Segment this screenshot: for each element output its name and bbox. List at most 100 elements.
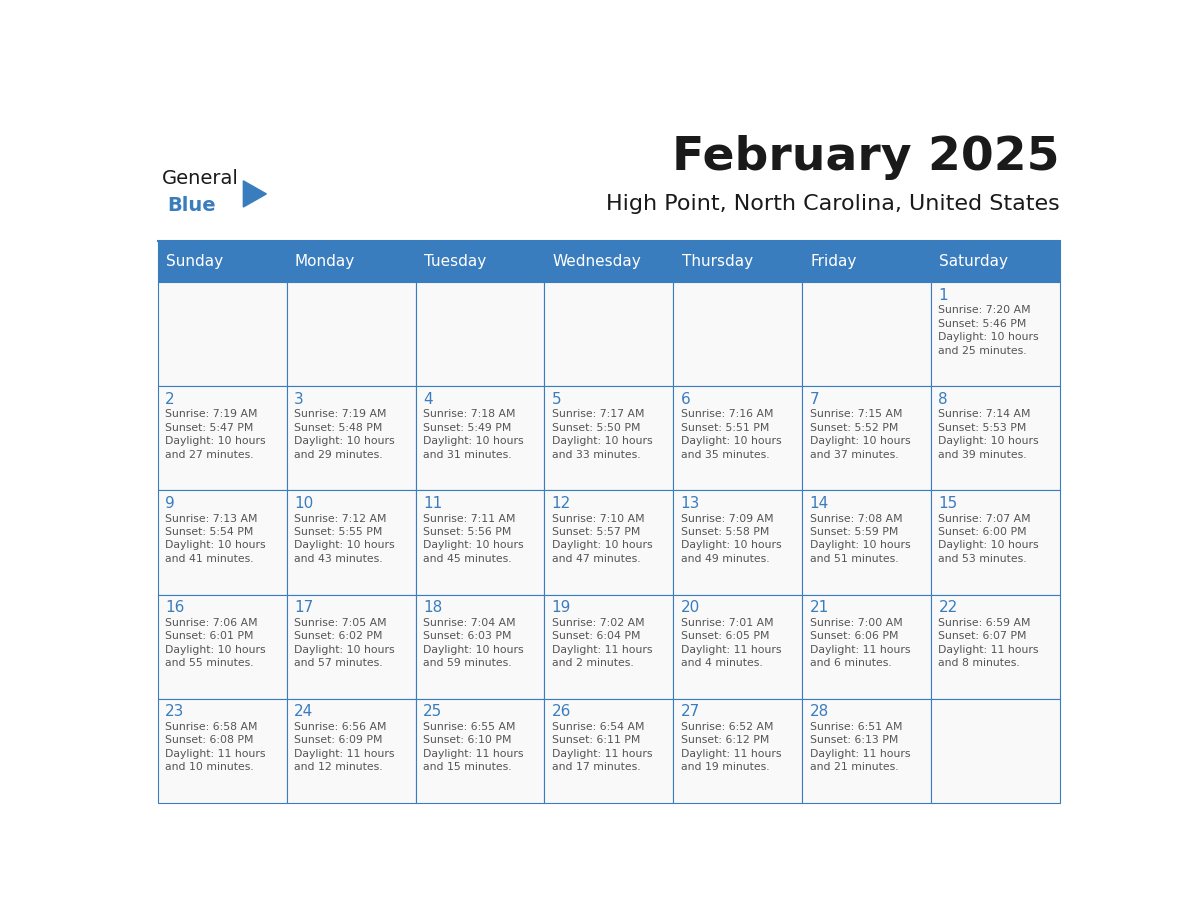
Text: 9: 9 [165,496,175,511]
Text: Daylight: 10 hours: Daylight: 10 hours [293,436,394,446]
Text: Sunrise: 7:09 AM: Sunrise: 7:09 AM [681,514,773,523]
Text: Sunset: 5:52 PM: Sunset: 5:52 PM [809,423,898,433]
Text: Daylight: 10 hours: Daylight: 10 hours [423,644,524,655]
Text: and 47 minutes.: and 47 minutes. [551,554,640,564]
Text: Daylight: 10 hours: Daylight: 10 hours [293,541,394,551]
Text: 15: 15 [939,496,958,511]
Text: Sunset: 5:48 PM: Sunset: 5:48 PM [293,423,383,433]
Text: Sunset: 6:04 PM: Sunset: 6:04 PM [551,632,640,642]
Text: Sunrise: 6:51 AM: Sunrise: 6:51 AM [809,722,902,732]
Text: 7: 7 [809,392,820,407]
Text: Sunset: 6:02 PM: Sunset: 6:02 PM [293,632,383,642]
Text: Thursday: Thursday [682,254,753,269]
Text: 21: 21 [809,600,829,615]
FancyBboxPatch shape [544,241,674,282]
Text: and 4 minutes.: and 4 minutes. [681,658,763,668]
Text: 20: 20 [681,600,700,615]
Text: and 41 minutes.: and 41 minutes. [165,554,254,564]
FancyBboxPatch shape [674,699,802,803]
Text: Sunrise: 7:08 AM: Sunrise: 7:08 AM [809,514,902,523]
Text: Sunrise: 7:11 AM: Sunrise: 7:11 AM [423,514,516,523]
Text: Daylight: 11 hours: Daylight: 11 hours [165,749,266,759]
FancyBboxPatch shape [802,595,931,699]
Text: 3: 3 [293,392,304,407]
Text: Daylight: 10 hours: Daylight: 10 hours [165,436,266,446]
FancyBboxPatch shape [158,241,286,282]
Text: and 57 minutes.: and 57 minutes. [293,658,383,668]
FancyBboxPatch shape [674,386,802,490]
FancyBboxPatch shape [286,699,416,803]
Text: Daylight: 11 hours: Daylight: 11 hours [551,749,652,759]
Text: 2: 2 [165,392,175,407]
Text: 6: 6 [681,392,690,407]
Text: Sunset: 5:53 PM: Sunset: 5:53 PM [939,423,1026,433]
Text: Sunset: 5:59 PM: Sunset: 5:59 PM [809,527,898,537]
Text: Sunrise: 7:15 AM: Sunrise: 7:15 AM [809,409,902,420]
Text: Sunrise: 6:59 AM: Sunrise: 6:59 AM [939,618,1031,628]
Text: Sunset: 5:55 PM: Sunset: 5:55 PM [293,527,383,537]
Text: and 51 minutes.: and 51 minutes. [809,554,898,564]
Text: Sunrise: 7:04 AM: Sunrise: 7:04 AM [423,618,516,628]
Text: Sunset: 5:46 PM: Sunset: 5:46 PM [939,319,1026,329]
Text: 13: 13 [681,496,700,511]
Text: Sunset: 5:58 PM: Sunset: 5:58 PM [681,527,769,537]
Text: and 25 minutes.: and 25 minutes. [939,345,1028,355]
FancyBboxPatch shape [931,595,1060,699]
Polygon shape [244,181,266,207]
Text: Daylight: 11 hours: Daylight: 11 hours [809,644,910,655]
Text: Daylight: 11 hours: Daylight: 11 hours [551,644,652,655]
Text: Sunrise: 6:52 AM: Sunrise: 6:52 AM [681,722,773,732]
Text: 24: 24 [293,704,314,720]
Text: and 33 minutes.: and 33 minutes. [551,450,640,460]
Text: Sunset: 5:47 PM: Sunset: 5:47 PM [165,423,253,433]
Text: Sunset: 6:03 PM: Sunset: 6:03 PM [423,632,511,642]
FancyBboxPatch shape [802,386,931,490]
Text: and 37 minutes.: and 37 minutes. [809,450,898,460]
Text: Sunrise: 7:01 AM: Sunrise: 7:01 AM [681,618,773,628]
FancyBboxPatch shape [416,282,544,386]
Text: High Point, North Carolina, United States: High Point, North Carolina, United State… [606,194,1060,214]
Text: Daylight: 10 hours: Daylight: 10 hours [681,541,782,551]
Text: Daylight: 10 hours: Daylight: 10 hours [939,541,1040,551]
Text: Sunset: 6:00 PM: Sunset: 6:00 PM [939,527,1028,537]
Text: 4: 4 [423,392,432,407]
Text: Sunset: 5:56 PM: Sunset: 5:56 PM [423,527,511,537]
Text: Sunrise: 6:56 AM: Sunrise: 6:56 AM [293,722,386,732]
Text: Daylight: 10 hours: Daylight: 10 hours [809,436,910,446]
Text: and 39 minutes.: and 39 minutes. [939,450,1028,460]
Text: 28: 28 [809,704,829,720]
FancyBboxPatch shape [674,490,802,595]
FancyBboxPatch shape [286,595,416,699]
Text: 25: 25 [423,704,442,720]
Text: Daylight: 10 hours: Daylight: 10 hours [939,332,1040,342]
Text: Sunrise: 7:06 AM: Sunrise: 7:06 AM [165,618,258,628]
Text: and 53 minutes.: and 53 minutes. [939,554,1028,564]
Text: Sunrise: 6:58 AM: Sunrise: 6:58 AM [165,722,258,732]
Text: 10: 10 [293,496,314,511]
FancyBboxPatch shape [544,490,674,595]
Text: Daylight: 10 hours: Daylight: 10 hours [293,644,394,655]
FancyBboxPatch shape [416,386,544,490]
Text: and 8 minutes.: and 8 minutes. [939,658,1020,668]
Text: Monday: Monday [295,254,355,269]
Text: Daylight: 10 hours: Daylight: 10 hours [809,541,910,551]
FancyBboxPatch shape [931,241,1060,282]
Text: and 31 minutes.: and 31 minutes. [423,450,512,460]
Text: Sunset: 5:50 PM: Sunset: 5:50 PM [551,423,640,433]
Text: Sunrise: 6:55 AM: Sunrise: 6:55 AM [423,722,516,732]
FancyBboxPatch shape [158,386,286,490]
Text: and 29 minutes.: and 29 minutes. [293,450,383,460]
FancyBboxPatch shape [802,699,931,803]
Text: 22: 22 [939,600,958,615]
Text: 17: 17 [293,600,314,615]
Text: Sunset: 6:05 PM: Sunset: 6:05 PM [681,632,769,642]
Text: General: General [163,170,239,188]
Text: Sunrise: 7:00 AM: Sunrise: 7:00 AM [809,618,903,628]
Text: Sunrise: 7:17 AM: Sunrise: 7:17 AM [551,409,644,420]
Text: Sunrise: 7:05 AM: Sunrise: 7:05 AM [293,618,386,628]
FancyBboxPatch shape [802,241,931,282]
FancyBboxPatch shape [544,282,674,386]
Text: Daylight: 10 hours: Daylight: 10 hours [423,436,524,446]
Text: Sunset: 6:09 PM: Sunset: 6:09 PM [293,735,383,745]
Text: Saturday: Saturday [940,254,1009,269]
